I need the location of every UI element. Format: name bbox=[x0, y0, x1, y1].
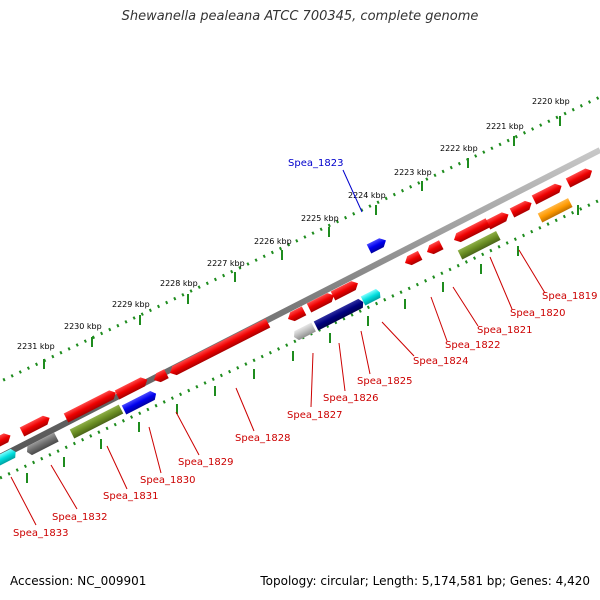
tick-label: 2225 kbp bbox=[301, 214, 339, 223]
gene-label[interactable]: Spea_1824 bbox=[413, 356, 468, 367]
leader-line bbox=[310, 352, 314, 408]
gene-glyph bbox=[114, 377, 148, 400]
tick-labels: 2220 kbp 2221 kbp 2222 kbp 2223 kbp 2224 kbp… bbox=[17, 97, 570, 351]
tick-label: 2228 kbp bbox=[160, 279, 198, 288]
gene-glyph bbox=[294, 322, 316, 341]
leader-line bbox=[452, 286, 479, 327]
gene-label[interactable]: Spea_1826 bbox=[323, 393, 378, 404]
leader-line bbox=[489, 256, 513, 310]
gene-glyph bbox=[170, 318, 271, 376]
tick-label: 2223 kbp bbox=[394, 168, 432, 177]
map-title: Shewanella pealeana ATCC 700345, complet… bbox=[121, 9, 479, 24]
gene-glyph bbox=[154, 369, 169, 383]
gene-glyph bbox=[0, 433, 11, 451]
gene-label[interactable]: Spea_1823 bbox=[288, 158, 343, 169]
gene-glyph bbox=[19, 415, 50, 437]
gene-glyph bbox=[330, 281, 358, 301]
gene-glyph bbox=[69, 404, 124, 439]
gene-label[interactable]: Spea_1829 bbox=[178, 457, 233, 468]
gene-glyph bbox=[360, 288, 381, 306]
leader-line bbox=[235, 387, 255, 432]
leader-line bbox=[381, 321, 415, 357]
leader-line bbox=[148, 426, 162, 474]
tick-label: 2229 kbp bbox=[112, 300, 150, 309]
gene-glyph bbox=[306, 293, 334, 313]
gene-label[interactable]: Spea_1825 bbox=[357, 376, 412, 387]
gene-label[interactable]: Spea_1819 bbox=[542, 291, 597, 302]
gene-label[interactable]: Spea_1831 bbox=[103, 491, 158, 502]
gene-label[interactable]: Spea_1820 bbox=[510, 308, 565, 319]
tick-marks bbox=[26, 116, 579, 483]
gene-label[interactable]: Spea_1833 bbox=[13, 528, 68, 539]
topology-text: Topology: circular; Length: 5,174,581 bp… bbox=[260, 574, 590, 588]
gene-label[interactable]: Spea_1830 bbox=[140, 475, 195, 486]
gene-glyph bbox=[27, 432, 59, 456]
leader-line bbox=[175, 411, 200, 456]
tick-label: 2222 kbp bbox=[440, 144, 478, 153]
tick-label: 2227 kbp bbox=[207, 259, 245, 268]
leader-line bbox=[106, 445, 128, 490]
gene-label[interactable]: Spea_1832 bbox=[52, 512, 107, 523]
gene-glyph bbox=[565, 168, 593, 188]
gene-glyph bbox=[121, 391, 157, 415]
leader-line bbox=[342, 169, 363, 213]
gene-label[interactable]: Spea_1827 bbox=[287, 410, 342, 421]
gene-label[interactable]: Spea_1828 bbox=[235, 433, 290, 444]
gene-glyph bbox=[457, 231, 501, 260]
tick-label: 2220 kbp bbox=[532, 97, 570, 106]
gene-glyph bbox=[454, 218, 491, 243]
gene-glyph bbox=[63, 390, 116, 423]
gene-glyph bbox=[288, 306, 307, 322]
gene-glyph bbox=[427, 240, 444, 255]
leader-line bbox=[338, 342, 346, 392]
gene-glyph bbox=[485, 212, 509, 230]
gene-glyph bbox=[509, 200, 532, 218]
tick-label: 2230 kbp bbox=[64, 322, 102, 331]
gene-glyph bbox=[405, 250, 423, 266]
tick-label: 2231 kbp bbox=[17, 342, 55, 351]
gene-label[interactable]: Spea_1821 bbox=[477, 325, 532, 336]
tick-label: 2224 kbp bbox=[348, 191, 386, 200]
tick-label: 2226 kbp bbox=[254, 237, 292, 246]
outer-ruler bbox=[0, 95, 600, 384]
leader-line bbox=[518, 249, 546, 294]
accession-text: Accession: NC_009901 bbox=[10, 574, 147, 588]
tick-label: 2221 kbp bbox=[486, 122, 524, 131]
leader-line bbox=[430, 296, 448, 342]
gene-glyph bbox=[366, 238, 386, 254]
leader-line bbox=[10, 476, 37, 526]
gene-glyph bbox=[313, 298, 364, 331]
gene-glyph bbox=[531, 183, 562, 205]
gene-glyph bbox=[0, 448, 16, 471]
gene-labels: Spea_1819 Spea_1820 Spea_1821 Spea_1822 Spea… bbox=[13, 158, 597, 539]
gene-glyphs bbox=[0, 168, 593, 471]
leader-lines bbox=[10, 169, 546, 526]
leader-line bbox=[360, 330, 371, 375]
gene-label[interactable]: Spea_1822 bbox=[445, 340, 500, 351]
gene-glyph bbox=[537, 198, 573, 223]
leader-line bbox=[50, 464, 78, 510]
